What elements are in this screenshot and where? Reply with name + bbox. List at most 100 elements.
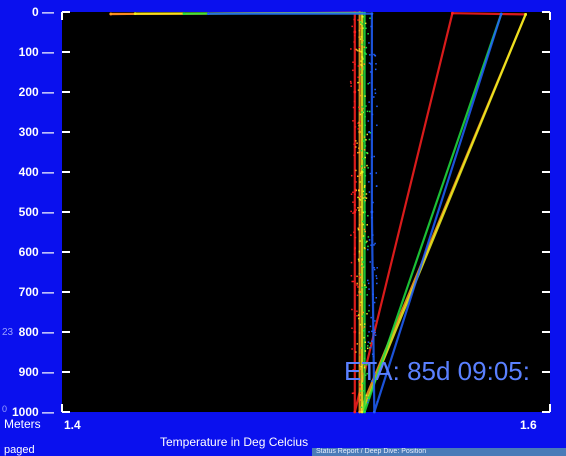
scatter-speck [369,261,371,263]
scatter-speck [364,184,366,187]
scatter-speck [365,53,367,55]
scatter-speck [363,134,365,137]
data-point [499,12,503,16]
scatter-speck [353,18,355,21]
scatter-speck [352,191,354,194]
scatter-speck [360,256,363,259]
y-tick-label: 700 — [18,285,54,299]
scatter-speck [359,354,361,356]
data-point [372,410,376,414]
scatter-speck [372,293,374,296]
data-point [451,11,454,15]
scatter-speck [362,190,365,193]
scatter-speck [367,245,369,248]
scatter-speck [353,34,356,37]
scatter-speck [366,313,368,315]
scatter-speck [361,68,364,71]
scatter-speck [358,50,361,52]
y-tick-label: 0 — [31,5,54,19]
scatter-speck [370,156,373,158]
scatter-speck [360,36,363,38]
series-line-2 [135,12,527,413]
scatter-speck [370,316,372,319]
scatter-speck [352,369,355,371]
scatter-speck [358,252,361,254]
scatter-speck [372,234,374,236]
scatter-speck [356,343,359,345]
scatter-speck [370,380,373,382]
scatter-speck [352,106,355,109]
scatter-speck [369,325,372,328]
scatter-speck [360,378,363,381]
scatter-speck [355,189,358,191]
scatter-speck [368,239,371,241]
scatter-speck [369,54,371,56]
scatter-speck [361,315,364,318]
scatter-speck [353,154,355,157]
y-tick-label: 1000 — [11,405,54,419]
scatter-speck [369,132,371,134]
scatter-speck [371,340,373,342]
scatter-speck [363,336,365,339]
scatter-speck [352,280,355,283]
scatter-speck [358,147,360,149]
scatter-speck [373,266,375,269]
scatter-speck [357,196,359,199]
scatter-speck [374,334,377,336]
scatter-speck [362,235,365,237]
scatter-speck [363,228,366,231]
scatter-speck [376,267,378,269]
scatter-speck [367,214,369,217]
scatter-speck [366,345,369,347]
scatter-speck [359,38,362,40]
scatter-speck [352,61,354,63]
data-point [353,210,357,214]
scatter-speck [363,330,365,332]
scatter-speck [367,282,370,285]
scatter-speck [357,207,359,209]
scatter-speck [369,71,372,73]
scatter-speck [359,390,362,392]
scatter-speck [364,166,366,169]
y-tick-label: 200 — [18,85,54,99]
scatter-speck [374,88,376,91]
scatter-speck [357,128,360,130]
scatter-speck [362,261,364,263]
scatter-speck [374,55,377,57]
scatter-speck [357,314,360,316]
scatter-speck [353,253,356,256]
scatter-speck [362,220,364,223]
scatter-speck [365,27,367,30]
scatter-speck [367,120,370,122]
data-point [353,30,357,34]
scatter-speck [367,279,369,282]
scatter-speck [359,394,362,396]
scatter-speck [375,185,378,187]
series-line-0 [110,11,526,413]
scatter-speck [354,247,356,249]
scatter-speck [360,394,363,397]
scatter-speck [367,236,370,238]
scatter-speck [360,399,362,401]
scatter-speck [359,276,362,279]
scatter-speck [356,142,358,144]
scatter-speck [349,80,352,83]
scatter-speck [375,275,378,277]
scatter-speck [357,227,360,230]
scatter-speck [360,264,363,266]
scatter-speck [368,82,371,84]
scatter-speck [357,151,359,154]
scatter-speck [374,373,376,375]
scatter-speck [372,355,375,358]
scatter-speck [368,304,371,307]
scatter-speck [359,94,362,97]
scatter-speck [360,301,362,304]
scatter-speck [350,193,353,195]
data-point [363,410,366,414]
scatter-speck [368,288,370,290]
scatter-speck [369,172,372,175]
scatter-speck [374,242,376,245]
side-marker-label: 23 [2,327,14,338]
scatter-speck [363,136,366,138]
scatter-speck [367,401,369,404]
